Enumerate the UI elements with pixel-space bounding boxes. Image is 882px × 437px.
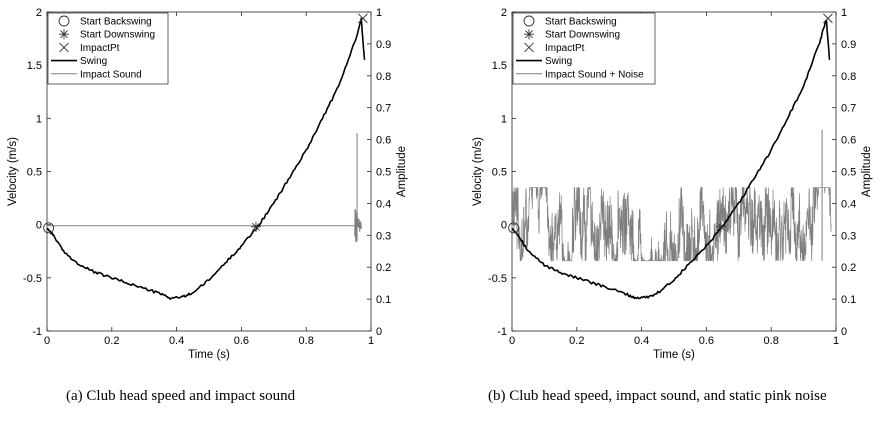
x-tick-label: 0.4 [634,335,649,347]
marker-stroke [252,222,260,231]
y-tick-label: 1.5 [492,60,507,72]
y2-tick-label: 0.9 [376,39,391,51]
y2-tick-label: 0.2 [841,262,856,274]
y-tick-label: 1 [501,113,507,125]
y2-tick-label: 0.1 [841,294,856,306]
y2-tick-label: 0.8 [376,71,391,83]
legend-symbol-circle [58,15,70,27]
y2-tick-label: 0.6 [841,135,856,147]
legend-entry: Start Downswing [545,30,620,41]
x-axis-label: Time (s) [188,349,230,361]
y2-tick-label: 0.7 [376,103,391,115]
x-tick-label: 0.6 [234,335,249,347]
legend-box [47,12,169,85]
y2-tick-label: 0.5 [841,167,856,179]
marker-start-backswing [43,222,55,234]
chart-panel-b: 0 0.2 0.4 0.6 0.8 1 -1 -0.5 0 0.5 1 1.5 2 0 0.1 0.2 0.3 0… [472,7,873,361]
y2-tick-label: 0.3 [841,230,856,242]
marker-impact [823,13,833,24]
x-tick-label: 0.4 [169,335,184,347]
y-tick-label: 1 [36,113,42,125]
x-tick-label: 0 [509,335,515,347]
x-tick-label: 0 [44,335,50,347]
series-impact-sound-burst [354,209,362,243]
caption-panel-b: (b) Club head speed, impact sound, and s… [488,388,827,404]
legend: Start Backswing Start Downswing ImpactPt Sw… [47,12,169,85]
legend-entry: Swing [80,56,107,67]
y-axis-label: Velocity (m/s) [472,137,484,206]
marker-start-downswing [250,221,261,232]
y-tick-label: 2 [36,7,42,19]
marker-impact [358,13,368,24]
y2-tick-label: 0.7 [841,103,856,115]
legend-entry: Impact Sound [80,69,142,80]
y-axis-label: Velocity (m/s) [7,137,19,206]
y2-tick-label: 0.5 [376,167,391,179]
y2-tick-label: 0.2 [376,262,391,274]
y2-tick-label: 0 [841,326,847,338]
legend-symbol-x [524,42,534,53]
marker-start-downswing [715,221,726,232]
marker-stroke [823,13,833,24]
legend-symbol-asterisk [525,30,533,39]
y-tick-label: 2 [501,7,507,19]
caption-panel-a: (a) Club head speed and impact sound [66,388,296,404]
y-tick-label: 1.5 [27,60,42,72]
x-tick-label: 0.8 [299,335,314,347]
y-tick-label: 0.5 [492,167,507,179]
y2-tick-label: 0 [376,326,382,338]
chart-panel-a: 0 0.2 0.4 0.6 0.8 1 -1 -0.5 0 0.5 1 1.5 2 0 0.1 0.2 0.3 0… [7,7,408,361]
marker-stroke [358,13,368,24]
legend-entry: Start Downswing [80,30,155,41]
legend-entry: Start Backswing [80,17,152,28]
x-tick-label: 0.6 [699,335,714,347]
x-tick-label: 0.2 [104,335,119,347]
legend-entry: ImpactPt [545,43,585,54]
y2-axis-label: Amplitude [396,146,408,197]
y2-tick-label: 0.9 [841,39,856,51]
legend-symbol-x [59,42,69,53]
x-tick-label: 1 [368,335,374,347]
x-tick-label: 1 [833,335,839,347]
y-tick-label: -0.5 [23,273,42,285]
legend-entry: Start Backswing [545,17,617,28]
y2-tick-label: 0.1 [376,294,391,306]
y-tick-label: -1 [497,326,507,338]
legend-entry: Impact Sound + Noise [545,69,644,80]
y-tick-label: 0 [501,220,507,232]
series-swing [511,19,831,300]
x-tick-label: 0.8 [764,335,779,347]
legend-symbol-circle [523,15,535,27]
marker-start-backswing [508,222,520,234]
marker-stroke [717,222,725,231]
y2-tick-label: 0.8 [841,71,856,83]
y2-tick-label: 0.4 [376,198,391,210]
series-impact-sound-noise [511,186,832,262]
legend-entry: Swing [545,56,572,67]
y-tick-label: 0.5 [27,167,42,179]
y2-tick-label: 0.6 [376,135,391,147]
legend: Start Backswing Start Downswing ImpactPt Sw… [512,12,656,85]
y-tick-label: -0.5 [488,273,507,285]
y2-tick-label: 0.4 [841,198,856,210]
legend-box [512,12,656,85]
y2-axis-label: Amplitude [861,146,873,197]
y2-tick-label: 1 [841,7,847,19]
legend-symbol-asterisk [60,30,68,39]
y2-tick-label: 0.3 [376,230,391,242]
legend-entry: ImpactPt [80,43,120,54]
y2-tick-label: 1 [376,7,382,19]
y-tick-label: 0 [36,220,42,232]
series-swing [46,17,366,300]
x-tick-label: 0.2 [569,335,584,347]
x-axis-label: Time (s) [653,349,695,361]
y-tick-label: -1 [32,326,42,338]
